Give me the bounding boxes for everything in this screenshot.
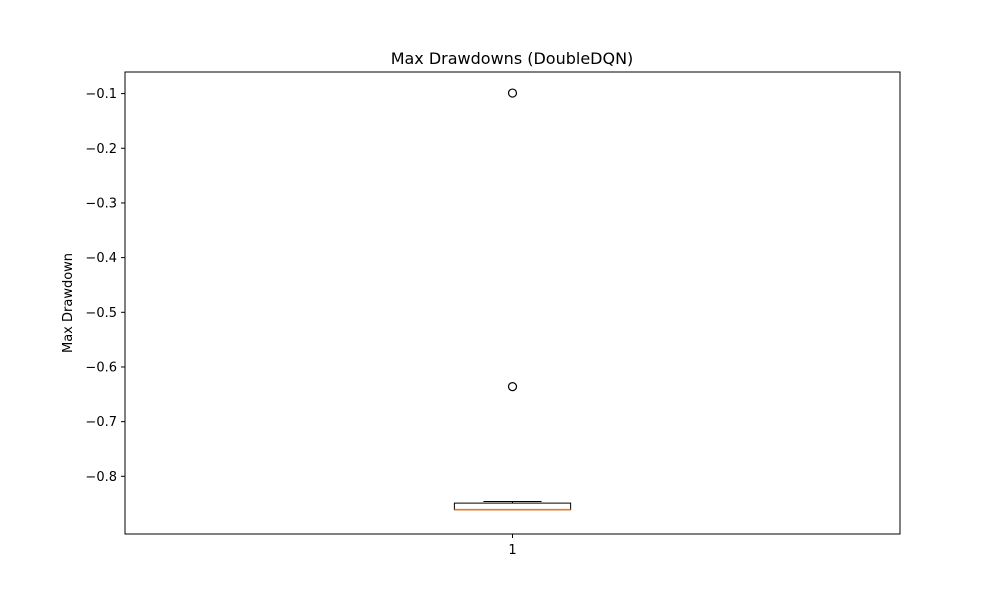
iqr-box (453, 502, 572, 511)
y-tick-label: −0.6 (85, 360, 117, 375)
y-tick-label: −0.4 (85, 251, 117, 266)
axes-frame (124, 71, 901, 535)
y-tick-label: −0.2 (85, 142, 117, 157)
outlier-point (507, 88, 518, 98)
y-tick-label: −0.8 (85, 470, 117, 485)
chart-title: Max Drawdowns (DoubleDQN) (391, 49, 634, 68)
x-tick-label: 1 (508, 543, 516, 558)
y-axis-label: Max Drawdown (61, 253, 76, 353)
y-tick-label: −0.3 (85, 196, 117, 211)
plot-area (453, 88, 572, 511)
y-axis-ticks: −0.1 −0.2 −0.3 −0.4 −0.5 −0.6 −0.7 −0.8 (85, 87, 125, 485)
y-tick-label: −0.5 (85, 306, 117, 321)
outlier-point (507, 382, 518, 392)
x-axis-ticks: 1 (508, 534, 517, 558)
y-tick-label: −0.7 (85, 415, 117, 430)
y-tick-label: −0.1 (85, 87, 117, 102)
